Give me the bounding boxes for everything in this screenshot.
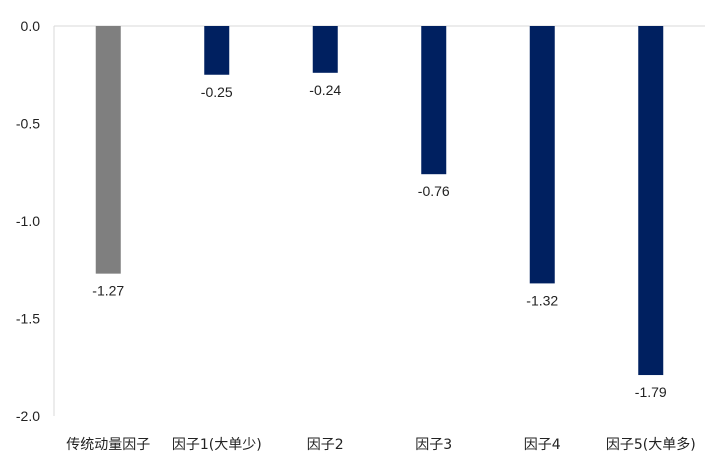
data-label: -1.79	[635, 384, 667, 400]
data-label: -0.24	[309, 82, 341, 98]
y-tick-label: -2.0	[16, 408, 40, 424]
bars	[95, 26, 664, 376]
y-tick-label: 0.0	[21, 18, 41, 34]
category-labels: 传统动量因子 因子1(大单少) 因子2 因子3 因子4 因子5(大单多)	[66, 436, 695, 453]
data-label: -0.25	[201, 84, 233, 100]
category-label: 因子4	[524, 437, 561, 453]
category-label: 因子1(大单少)	[172, 437, 262, 453]
category-label: 因子2	[307, 437, 344, 453]
y-tick-label: -1.5	[16, 311, 40, 327]
y-tick-label: -0.5	[16, 116, 40, 132]
data-label: -1.32	[526, 292, 558, 308]
bar	[421, 26, 447, 175]
data-labels: -1.27 -0.25 -0.24 -0.76 -1.32 -1.79	[92, 82, 667, 400]
bar	[638, 26, 664, 376]
bar	[312, 26, 338, 73]
data-label: -1.27	[92, 283, 124, 299]
y-tick-labels: 0.0 -0.5 -1.0 -1.5 -2.0	[16, 18, 40, 424]
data-label: -0.76	[418, 183, 450, 199]
category-label: 因子3	[415, 437, 452, 453]
bar	[95, 26, 121, 274]
category-label: 传统动量因子	[66, 437, 150, 453]
category-label: 因子5(大单多)	[606, 436, 696, 453]
bar	[204, 26, 230, 75]
bar	[529, 26, 555, 284]
y-tick-label: -1.0	[16, 213, 40, 229]
